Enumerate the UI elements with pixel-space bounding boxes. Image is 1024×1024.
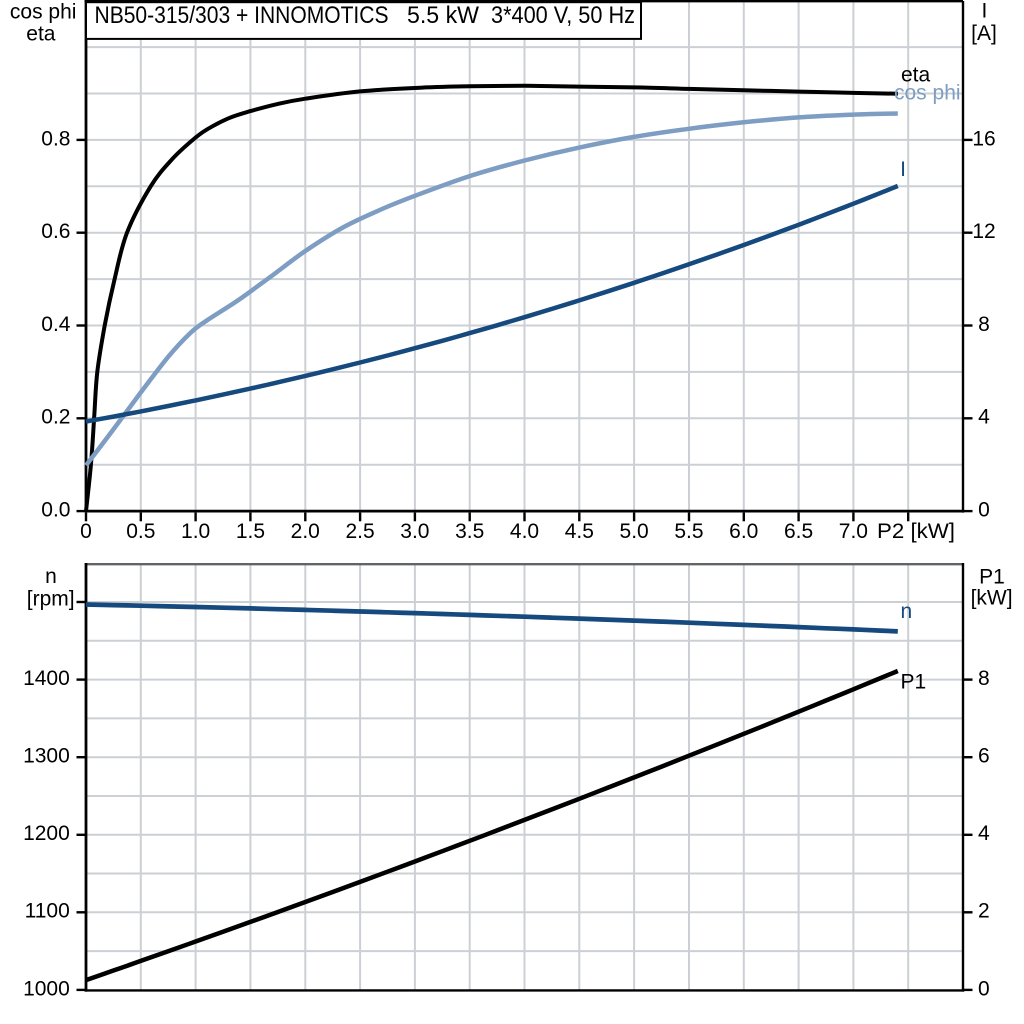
svg-text:0.2: 0.2 [41,406,70,429]
svg-text:0.5: 0.5 [126,520,155,543]
svg-text:1.5: 1.5 [236,520,265,543]
svg-text:0: 0 [978,499,990,522]
svg-text:12: 12 [972,220,995,243]
svg-text:6: 6 [978,745,990,768]
svg-text:4: 4 [978,822,990,845]
svg-text:2.0: 2.0 [291,520,320,543]
svg-text:NB50-315/303 + INNOMOTICS: NB50-315/303 + INNOMOTICS [95,2,389,29]
svg-text:n: n [901,600,913,623]
svg-text:[kW]: [kW] [971,587,1013,610]
svg-text:eta: eta [901,64,931,87]
svg-text:4: 4 [978,406,990,429]
svg-text:[A]: [A] [971,22,997,45]
svg-text:8: 8 [978,313,990,336]
svg-text:1100: 1100 [25,900,70,923]
svg-text:0.0: 0.0 [41,499,70,522]
svg-text:16: 16 [972,127,995,150]
svg-text:1200: 1200 [23,822,70,845]
svg-text:0.8: 0.8 [41,127,70,150]
svg-text:P2 [kW]: P2 [kW] [877,520,955,543]
svg-text:0: 0 [978,977,990,1000]
svg-text:2: 2 [978,900,990,923]
svg-text:I: I [981,0,987,23]
svg-text:2.5: 2.5 [345,520,374,543]
svg-text:3.0: 3.0 [400,520,429,543]
svg-text:4.5: 4.5 [565,520,594,543]
svg-text:0.4: 0.4 [41,313,71,336]
svg-text:P1: P1 [979,566,1005,589]
svg-text:3.5: 3.5 [455,520,484,543]
svg-text:8: 8 [978,667,990,690]
svg-text:eta: eta [26,22,56,45]
svg-text:n: n [45,565,57,588]
svg-text:P1: P1 [901,671,927,694]
svg-text:6.0: 6.0 [729,520,758,543]
svg-text:I: I [900,158,906,181]
svg-text:5.0: 5.0 [620,520,649,543]
svg-text:1000: 1000 [23,977,70,1000]
svg-text:1300: 1300 [23,745,70,768]
svg-text:1.0: 1.0 [181,520,210,543]
svg-text:3*400 V, 50 Hz: 3*400 V, 50 Hz [491,2,635,29]
svg-text:cos phi: cos phi [10,1,77,24]
svg-text:[rpm]: [rpm] [27,588,75,611]
svg-text:6.5: 6.5 [784,520,813,543]
svg-text:4.0: 4.0 [510,520,539,543]
svg-text:5.5: 5.5 [674,520,703,543]
svg-text:0.6: 0.6 [41,220,70,243]
svg-text:7.0: 7.0 [839,520,868,543]
svg-text:5.5 kW: 5.5 kW [407,2,479,29]
svg-text:0: 0 [80,520,92,543]
svg-text:cos phi: cos phi [894,82,961,105]
svg-text:1400: 1400 [23,667,70,690]
